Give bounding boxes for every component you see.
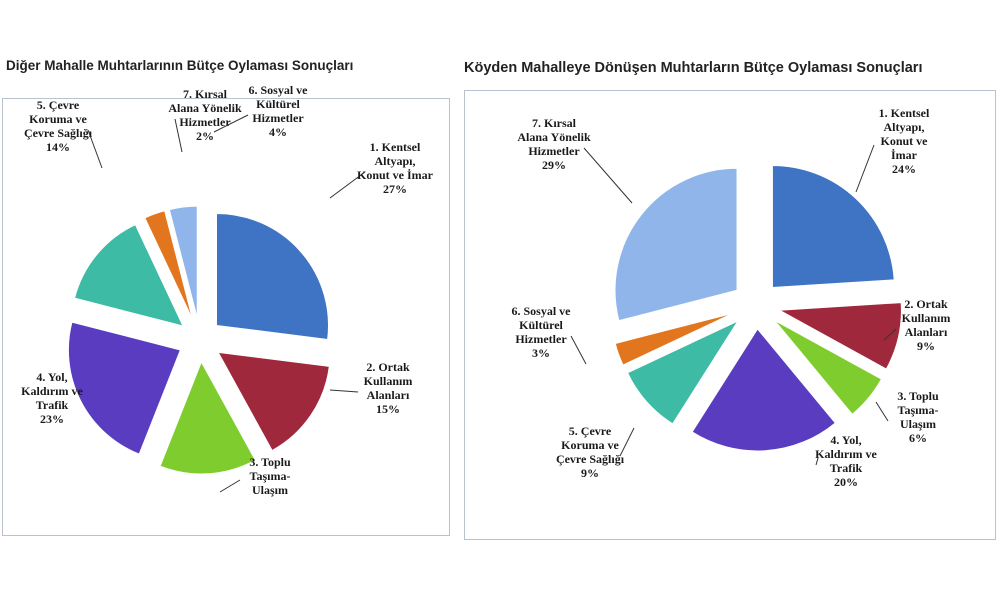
- leader-line-2: [329, 389, 359, 393]
- left-chart-title: Diğer Mahalle Muhtarlarının Bütçe Oylama…: [6, 58, 354, 73]
- leader-line-4: [815, 457, 819, 466]
- slice-label-4: 4. Yol, Kaldırım ve Trafik 23%: [21, 370, 83, 426]
- slice-label-3: 3. Toplu Taşıma-Ulaşım: [249, 455, 291, 497]
- leader-line-5: [619, 427, 635, 457]
- right-chart-panel: Köyden Mahalleye Dönüşen Muhtarların Büt…: [456, 40, 1000, 540]
- left-pie-chart: 1. Kentsel Altyapı, Konut ve İmar 27% 2. Ort…: [21, 83, 434, 497]
- slice-label-7: 6. Sosyal ve Kültürel Hizmetler 4%: [248, 83, 308, 139]
- pie-slice-4: [691, 328, 836, 452]
- slice-label-5: 5. Çevre Koruma ve Çevre Sağlığı 14%: [24, 98, 93, 154]
- leader-line-1: [855, 144, 875, 193]
- pie-slice-3: [774, 319, 883, 416]
- slice-label-5: 5. Çevre Koruma ve Çevre Sağlığı 9%: [556, 424, 625, 480]
- pie-slice-6: [144, 210, 194, 320]
- pie-slice-2: [217, 351, 330, 452]
- slice-label-7: 7. Kırsal Alana Yönelik Hizmetler 29%: [517, 116, 591, 172]
- right-chart-title: Köyden Mahalleye Dönüşen Muhtarların Büt…: [464, 60, 923, 76]
- pie-slice-7: [614, 167, 738, 322]
- pie-slice-7: [168, 205, 198, 319]
- leader-line-2: [883, 328, 897, 341]
- slice-label-2: 2. Ortak Kullanım Alanları 15%: [364, 360, 413, 416]
- leader-line-7: [213, 114, 249, 133]
- pie-slice-3: [159, 360, 257, 475]
- pie-slice-6: [614, 312, 734, 366]
- slice-label-6: 6. Sosyal ve Kültürel Hizmetler 3%: [511, 304, 571, 360]
- pie-slice-5: [626, 319, 740, 425]
- slice-label-2: 2. Ortak Kullanım Alanları 9%: [902, 297, 951, 353]
- pie-slice-1: [216, 212, 329, 341]
- leader-line-7: [583, 147, 633, 204]
- leader-line-3: [219, 479, 241, 493]
- leader-line-6: [174, 118, 183, 153]
- slice-label-1: 1. Kentsel Altyapı, Konut ve İmar 24%: [879, 106, 930, 176]
- pie-slice-5: [73, 223, 184, 327]
- slice-label-6: 7. Kırsal Alana Yönelik Hizmetler 2%: [168, 87, 242, 143]
- pie-slice-4: [67, 321, 182, 455]
- leader-line-3: [875, 401, 889, 422]
- slice-label-4: 4. Yol, Kaldırım ve Trafik 20%: [815, 433, 877, 489]
- pie-slice-2: [777, 302, 902, 370]
- pie-slice-1: [771, 165, 895, 289]
- slice-label-1: 1. Kentsel Altyapı, Konut ve İmar 27%: [357, 140, 434, 196]
- leader-line-5: [87, 129, 103, 169]
- right-pie-chart: 1. Kentsel Altyapı, Konut ve İmar 24% 2. Orta…: [511, 106, 951, 489]
- left-chart-panel: Diğer Mahalle Muhtarlarının Bütçe Oylama…: [0, 40, 450, 540]
- leader-line-6: [570, 335, 587, 365]
- leader-line-1: [329, 171, 366, 199]
- slice-label-3: 3. Toplu Taşıma-Ulaşım 6%: [897, 389, 939, 445]
